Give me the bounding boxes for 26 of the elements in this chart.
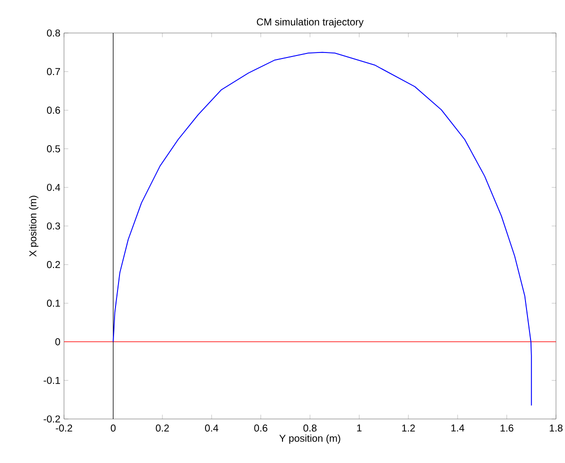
x-tick-label: 1.2 xyxy=(402,424,415,432)
x-tick-label: 0.2 xyxy=(156,424,169,432)
y-axis-title: X position (m) xyxy=(29,196,38,257)
x-tick-label: 1.4 xyxy=(451,424,464,432)
x-tick-label: 1 xyxy=(357,424,362,432)
x-tick-label: 0 xyxy=(110,424,116,432)
chart-title: CM simulation trajectory xyxy=(256,18,364,28)
y-tick-label: 0.3 xyxy=(46,222,60,230)
y-tick-label: -0.1 xyxy=(44,376,60,384)
x-tick-label: 1.8 xyxy=(550,424,563,432)
line-series xyxy=(112,52,532,406)
y-tick-label: -0.2 xyxy=(44,415,60,423)
y-tick-label: 0.6 xyxy=(46,106,60,114)
y-tick-label: 0.4 xyxy=(46,184,60,191)
x-tick-label: 0.4 xyxy=(205,424,218,432)
x-tick-label: 1.6 xyxy=(500,424,514,432)
y-tick-label: 0.1 xyxy=(46,300,60,307)
y-tick-label: 0.8 xyxy=(46,29,60,37)
x-axis-title: Y position (m) xyxy=(279,434,340,444)
y-tick-label: 0.2 xyxy=(46,261,60,268)
x-tick-label: 0.8 xyxy=(303,424,317,432)
y-tick-label: 0 xyxy=(55,338,60,346)
y-tick-label: 0.7 xyxy=(46,68,60,76)
x-tick-label: 0.6 xyxy=(254,424,268,432)
y-tick-label: 0.5 xyxy=(46,145,60,152)
x-tick-label: -0.2 xyxy=(56,424,72,432)
